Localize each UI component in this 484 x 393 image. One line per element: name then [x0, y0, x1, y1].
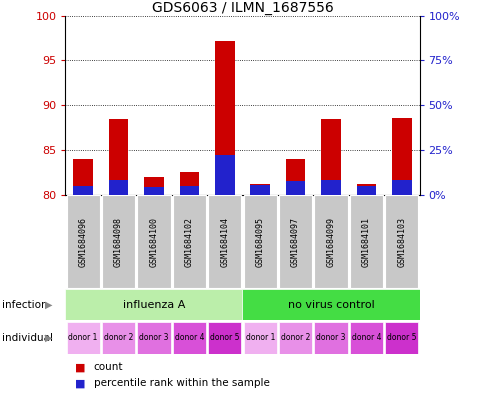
Bar [320, 180, 340, 195]
Text: donor 2: donor 2 [104, 334, 133, 342]
Text: ▶: ▶ [45, 299, 52, 310]
Bar [65, 289, 242, 320]
Bar [278, 322, 312, 354]
Text: GSM1684098: GSM1684098 [114, 217, 123, 267]
Text: donor 4: donor 4 [174, 334, 204, 342]
Bar [137, 322, 170, 354]
Text: GSM1684104: GSM1684104 [220, 217, 229, 267]
Text: donor 1: donor 1 [68, 334, 98, 342]
Bar [285, 181, 305, 195]
Bar [144, 176, 164, 195]
Bar [144, 187, 164, 195]
Bar [66, 322, 100, 354]
Text: GSM1684101: GSM1684101 [361, 217, 370, 267]
Bar [108, 180, 128, 195]
Bar [102, 322, 135, 354]
Bar [208, 195, 241, 288]
Bar [208, 322, 241, 354]
Text: GSM1684095: GSM1684095 [255, 217, 264, 267]
Text: ▶: ▶ [45, 333, 52, 343]
Bar [172, 195, 206, 288]
Bar [179, 187, 199, 195]
Bar [73, 185, 93, 195]
Text: donor 3: donor 3 [139, 334, 168, 342]
Text: donor 5: donor 5 [210, 334, 239, 342]
Bar [391, 118, 411, 195]
Text: GSM1684097: GSM1684097 [290, 217, 300, 267]
Text: donor 1: donor 1 [245, 334, 274, 342]
Text: GSM1684099: GSM1684099 [326, 217, 335, 267]
Bar [214, 41, 234, 195]
Bar [349, 322, 382, 354]
Text: donor 2: donor 2 [280, 334, 310, 342]
Bar [349, 195, 382, 288]
Bar [391, 180, 411, 195]
Bar [66, 195, 100, 288]
Text: ■: ■ [75, 378, 86, 388]
Bar [250, 185, 270, 195]
Text: count: count [93, 362, 123, 373]
Text: infection: infection [2, 299, 48, 310]
Bar [314, 322, 347, 354]
Bar [278, 195, 312, 288]
Text: ■: ■ [75, 362, 86, 373]
Text: percentile rank within the sample: percentile rank within the sample [93, 378, 269, 388]
Bar [172, 322, 206, 354]
Text: no virus control: no virus control [287, 299, 374, 310]
Bar [356, 184, 376, 195]
Bar [242, 289, 419, 320]
Bar [179, 172, 199, 195]
Bar [250, 184, 270, 195]
Bar [137, 195, 170, 288]
Bar [356, 187, 376, 195]
Text: GSM1684100: GSM1684100 [149, 217, 158, 267]
Bar [314, 195, 347, 288]
Text: GSM1684096: GSM1684096 [78, 217, 88, 267]
Bar [320, 119, 340, 195]
Bar [102, 195, 135, 288]
Bar [243, 322, 276, 354]
Bar [243, 195, 276, 288]
Bar [73, 159, 93, 195]
Text: donor 5: donor 5 [386, 334, 416, 342]
Text: donor 3: donor 3 [316, 334, 345, 342]
Bar [384, 195, 418, 288]
Text: individual: individual [2, 333, 53, 343]
Text: GSM1684102: GSM1684102 [184, 217, 194, 267]
Text: GSM1684103: GSM1684103 [396, 217, 406, 267]
Text: influenza A: influenza A [122, 299, 185, 310]
Bar [108, 119, 128, 195]
Bar [285, 159, 305, 195]
Title: GDS6063 / ILMN_1687556: GDS6063 / ILMN_1687556 [151, 1, 333, 15]
Bar [384, 322, 418, 354]
Bar [214, 155, 234, 195]
Text: donor 4: donor 4 [351, 334, 380, 342]
